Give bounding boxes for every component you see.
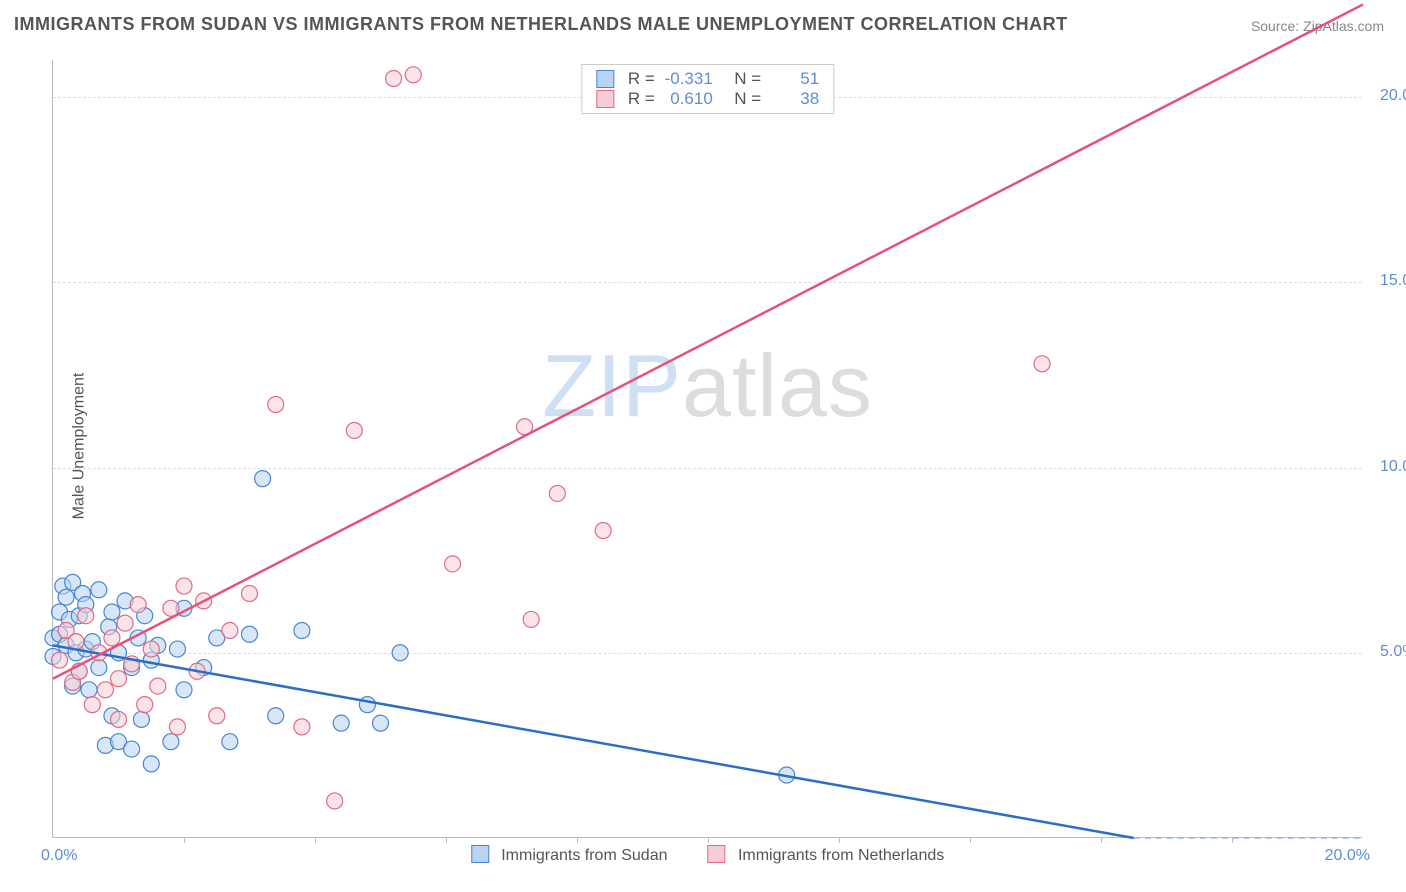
x-tick-mark: [970, 837, 971, 843]
x-tick-mark: [315, 837, 316, 843]
x-tick-mark: [708, 837, 709, 843]
source-link[interactable]: ZipAtlas.com: [1303, 18, 1384, 34]
chart-container: IMMIGRANTS FROM SUDAN VS IMMIGRANTS FROM…: [0, 0, 1406, 892]
x-tick-20: 20.0%: [1325, 847, 1370, 865]
y-tick-label: 20.0%: [1366, 87, 1406, 105]
x-tick-mark: [1232, 837, 1233, 843]
x-tick-mark: [839, 837, 840, 843]
scatter-svg: [53, 60, 1362, 837]
x-tick-mark: [1101, 837, 1102, 843]
swatch-netherlands: [707, 845, 725, 863]
chart-title: IMMIGRANTS FROM SUDAN VS IMMIGRANTS FROM…: [14, 14, 1068, 35]
legend-label-sudan: Immigrants from Sudan: [501, 847, 667, 864]
x-tick-mark: [577, 837, 578, 843]
plot-area: ZIPatlas 0.0% 20.0% R = -0.331 N = 51 R …: [52, 60, 1362, 838]
x-tick-0: 0.0%: [41, 847, 77, 865]
swatch-sudan: [471, 845, 489, 863]
series-legend: Immigrants from Sudan Immigrants from Ne…: [471, 845, 944, 865]
source-attribution: Source: ZipAtlas.com: [1251, 18, 1384, 34]
legend-item-sudan: Immigrants from Sudan: [471, 845, 668, 865]
source-label: Source:: [1251, 18, 1299, 34]
legend-item-netherlands: Immigrants from Netherlands: [707, 845, 944, 865]
y-tick-label: 10.0%: [1366, 458, 1406, 476]
x-tick-mark: [184, 837, 185, 843]
y-tick-label: 5.0%: [1366, 643, 1406, 661]
legend-label-netherlands: Immigrants from Netherlands: [738, 847, 944, 864]
x-tick-mark: [446, 837, 447, 843]
y-tick-label: 15.0%: [1366, 272, 1406, 290]
